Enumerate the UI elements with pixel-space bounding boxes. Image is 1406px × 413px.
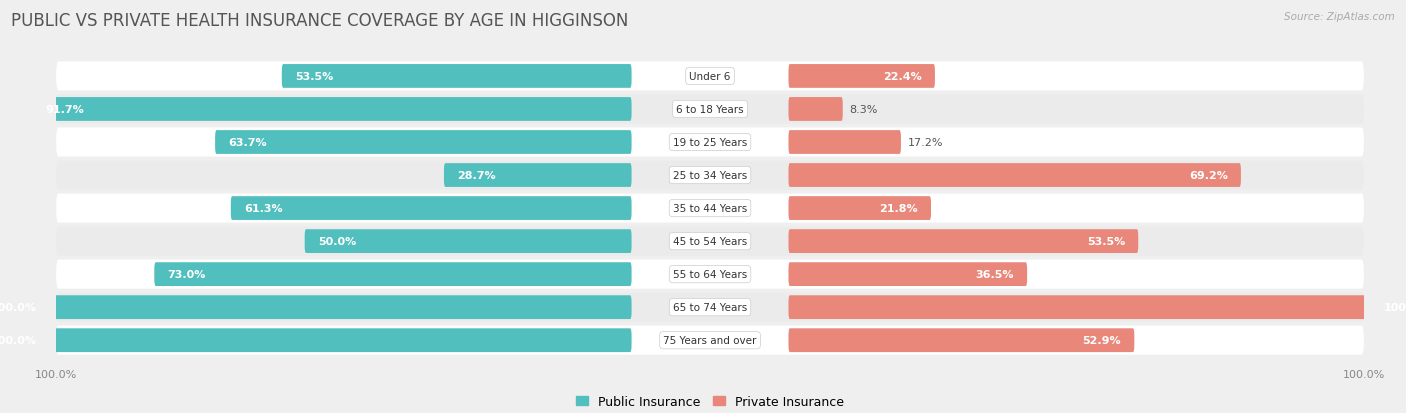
FancyBboxPatch shape (0, 296, 631, 319)
Text: 17.2%: 17.2% (907, 138, 943, 148)
Text: 100.0%: 100.0% (1384, 302, 1406, 312)
Text: 69.2%: 69.2% (1189, 171, 1227, 180)
Text: 55 to 64 Years: 55 to 64 Years (673, 269, 747, 280)
Text: 28.7%: 28.7% (457, 171, 496, 180)
Text: Source: ZipAtlas.com: Source: ZipAtlas.com (1284, 12, 1395, 22)
FancyBboxPatch shape (155, 263, 631, 286)
Text: 25 to 34 Years: 25 to 34 Years (673, 171, 747, 180)
Text: 65 to 74 Years: 65 to 74 Years (673, 302, 747, 312)
Text: 36.5%: 36.5% (976, 269, 1014, 280)
Text: 75 Years and over: 75 Years and over (664, 335, 756, 345)
FancyBboxPatch shape (789, 98, 842, 121)
FancyBboxPatch shape (789, 230, 1139, 254)
FancyBboxPatch shape (56, 227, 1364, 256)
Text: 22.4%: 22.4% (883, 72, 922, 82)
Text: 21.8%: 21.8% (879, 204, 918, 214)
FancyBboxPatch shape (56, 95, 1364, 124)
Text: 63.7%: 63.7% (228, 138, 267, 148)
FancyBboxPatch shape (789, 131, 901, 154)
Text: 52.9%: 52.9% (1083, 335, 1121, 345)
FancyBboxPatch shape (789, 328, 1135, 352)
Text: 73.0%: 73.0% (167, 269, 205, 280)
Text: 61.3%: 61.3% (243, 204, 283, 214)
FancyBboxPatch shape (56, 260, 1364, 289)
FancyBboxPatch shape (789, 65, 935, 89)
FancyBboxPatch shape (281, 65, 631, 89)
Text: 50.0%: 50.0% (318, 237, 356, 247)
FancyBboxPatch shape (305, 230, 631, 254)
Text: 19 to 25 Years: 19 to 25 Years (673, 138, 747, 148)
Text: 8.3%: 8.3% (849, 105, 877, 115)
FancyBboxPatch shape (789, 263, 1028, 286)
Text: PUBLIC VS PRIVATE HEALTH INSURANCE COVERAGE BY AGE IN HIGGINSON: PUBLIC VS PRIVATE HEALTH INSURANCE COVER… (11, 12, 628, 30)
FancyBboxPatch shape (0, 328, 631, 352)
Text: 35 to 44 Years: 35 to 44 Years (673, 204, 747, 214)
FancyBboxPatch shape (444, 164, 631, 188)
FancyBboxPatch shape (789, 197, 931, 221)
FancyBboxPatch shape (56, 62, 1364, 91)
FancyBboxPatch shape (56, 128, 1364, 157)
FancyBboxPatch shape (56, 194, 1364, 223)
Text: Under 6: Under 6 (689, 72, 731, 82)
FancyBboxPatch shape (56, 326, 1364, 355)
FancyBboxPatch shape (789, 164, 1241, 188)
FancyBboxPatch shape (215, 131, 631, 154)
FancyBboxPatch shape (231, 197, 631, 221)
Text: 45 to 54 Years: 45 to 54 Years (673, 237, 747, 247)
FancyBboxPatch shape (56, 161, 1364, 190)
Text: 100.0%: 100.0% (0, 302, 37, 312)
Text: 100.0%: 100.0% (0, 335, 37, 345)
Text: 53.5%: 53.5% (1087, 237, 1125, 247)
FancyBboxPatch shape (789, 296, 1406, 319)
FancyBboxPatch shape (32, 98, 631, 121)
FancyBboxPatch shape (56, 293, 1364, 322)
Text: 53.5%: 53.5% (295, 72, 333, 82)
Text: 6 to 18 Years: 6 to 18 Years (676, 105, 744, 115)
Legend: Public Insurance, Private Insurance: Public Insurance, Private Insurance (571, 390, 849, 413)
Text: 91.7%: 91.7% (45, 105, 84, 115)
